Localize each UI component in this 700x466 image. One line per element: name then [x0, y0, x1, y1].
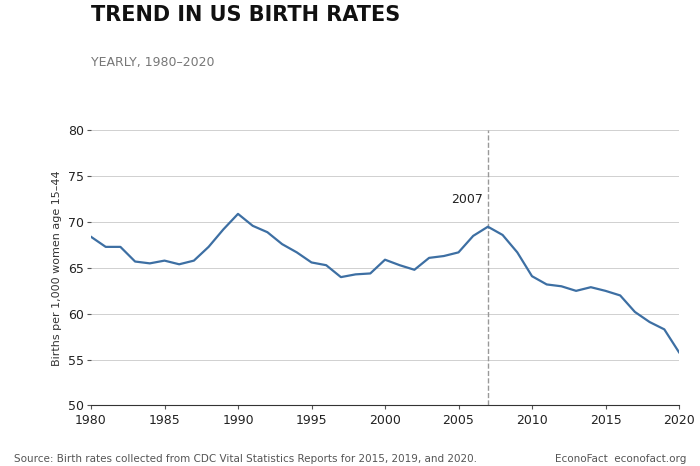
Text: YEARLY, 1980–2020: YEARLY, 1980–2020	[91, 56, 214, 69]
Y-axis label: Births per 1,000 women age 15–44: Births per 1,000 women age 15–44	[52, 170, 62, 366]
Text: EconoFact  econofact.org: EconoFact econofact.org	[554, 454, 686, 464]
Text: Source: Birth rates collected from CDC Vital Statistics Reports for 2015, 2019, : Source: Birth rates collected from CDC V…	[14, 454, 477, 464]
Text: 2007: 2007	[452, 193, 484, 206]
Text: TREND IN US BIRTH RATES: TREND IN US BIRTH RATES	[91, 5, 400, 25]
